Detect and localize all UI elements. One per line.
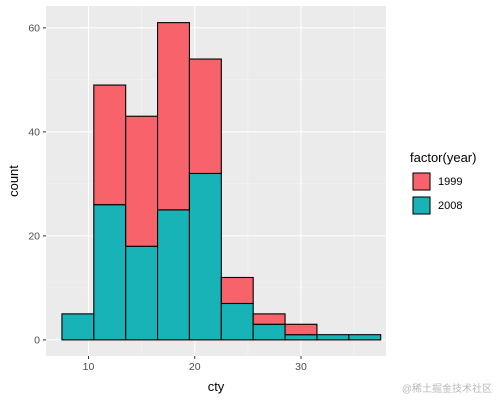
bar-1999	[252, 313, 286, 325]
legend: factor(year) 1999 2008	[410, 150, 476, 215]
x-tick-label: 10	[83, 361, 95, 373]
bar-2008	[188, 172, 222, 341]
x-axis-title: cty	[208, 379, 225, 394]
y-tick-label: 40	[28, 126, 40, 138]
bar-2008	[252, 323, 286, 341]
legend-title: factor(year)	[410, 150, 476, 165]
bar-2008	[93, 204, 127, 341]
bar-2008	[125, 245, 159, 341]
y-tick-label: 20	[28, 230, 40, 242]
bar-1999	[188, 58, 222, 175]
watermark-text: @稀土掘金技术社区	[402, 382, 492, 395]
legend-label-2008: 2008	[438, 200, 462, 212]
x-tick-label: 30	[295, 361, 307, 373]
bar-1999	[284, 323, 318, 336]
y-tick-label: 60	[28, 22, 40, 34]
bar-2008	[316, 334, 350, 341]
y-axis-title: count	[6, 165, 21, 197]
bar-1999	[157, 22, 190, 211]
bars-layer	[61, 22, 382, 341]
bar-2008	[348, 334, 382, 341]
bar-1999	[220, 276, 254, 305]
y-tick-label: 0	[34, 334, 40, 346]
bar-2008	[284, 334, 318, 341]
legend-swatch-2008	[412, 196, 431, 215]
bar-2008	[61, 313, 95, 341]
legend-label-1999: 1999	[438, 176, 462, 188]
x-tick-label: 20	[189, 361, 201, 373]
x-axis-ticks: 10 20 30	[83, 356, 307, 373]
bar-1999	[93, 84, 127, 206]
bar-2008	[157, 209, 190, 341]
y-axis-ticks: 0 20 40 60	[28, 22, 46, 346]
legend-swatch-1999	[412, 172, 431, 191]
bar-2008	[220, 302, 254, 341]
bar-1999	[125, 115, 159, 247]
